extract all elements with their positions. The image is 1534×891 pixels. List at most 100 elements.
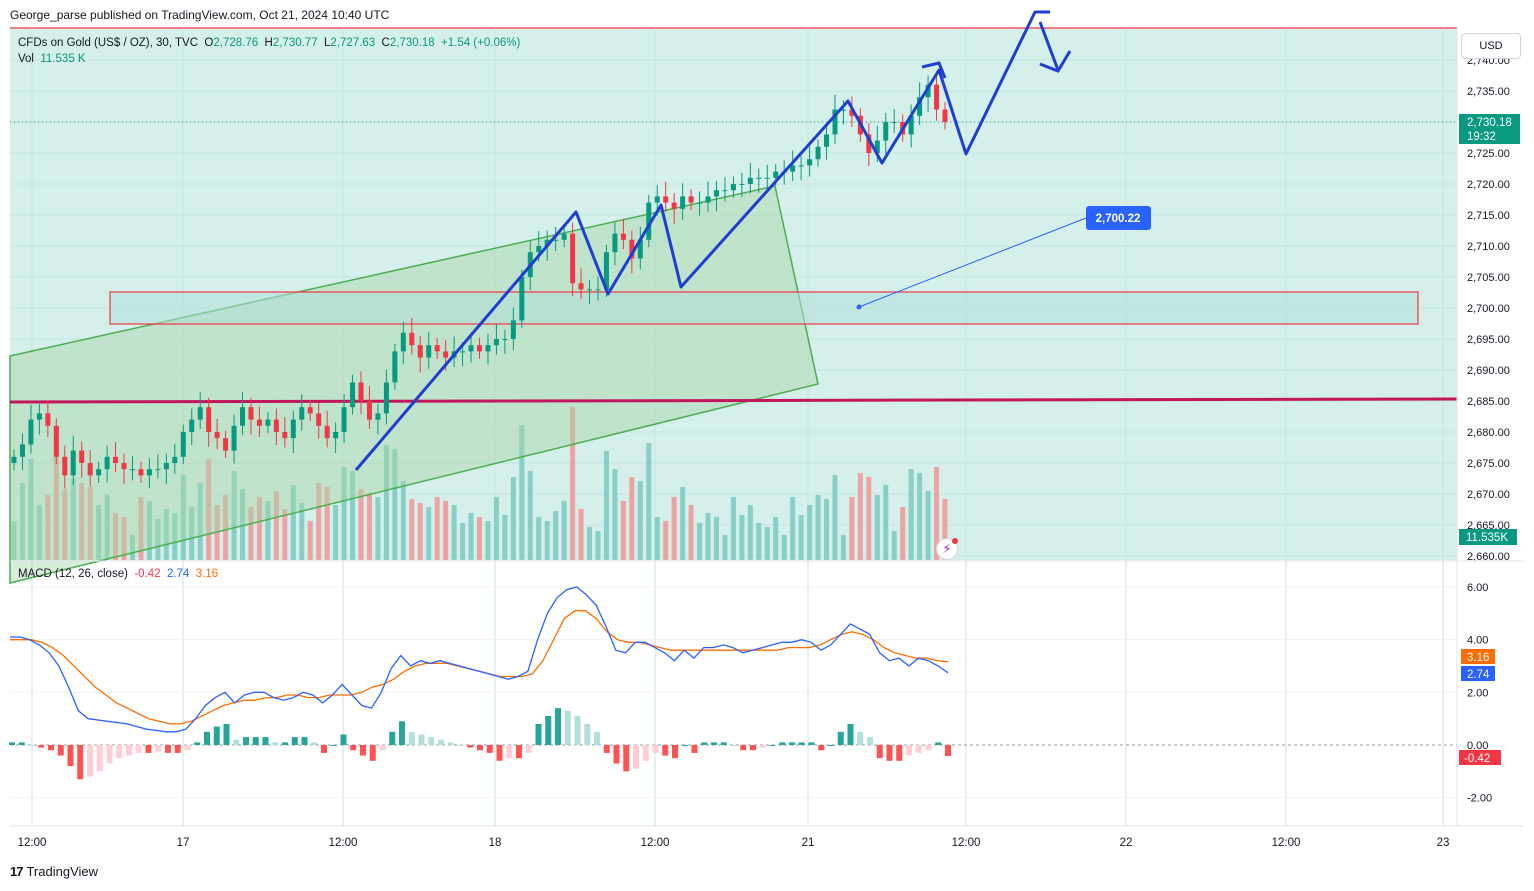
candle-body: [248, 407, 254, 420]
price-tick-label: 2,685.00: [1467, 396, 1510, 408]
candle-body: [790, 165, 796, 172]
macd-hist-bar: [652, 745, 659, 753]
volume-bar: [756, 523, 762, 560]
price-tick-label: 2,675.00: [1467, 458, 1510, 470]
flash-icon[interactable]: ⚡: [936, 538, 958, 560]
price-tick-label: 2,720.00: [1467, 179, 1510, 191]
volume-bar: [553, 511, 559, 560]
volume-bar: [324, 487, 330, 560]
volume-bar: [79, 483, 85, 560]
volume-bar: [316, 483, 322, 560]
volume-bar: [587, 527, 593, 560]
volume-bar: [231, 471, 237, 560]
annotation-badge[interactable]: [1086, 206, 1151, 230]
candle-body: [231, 425, 237, 451]
candle-body: [934, 84, 940, 110]
price-tick-label: 2,660.00: [1467, 551, 1510, 563]
candle-body: [400, 332, 406, 352]
macd-hist-bar: [613, 745, 620, 764]
candle-body: [460, 351, 466, 353]
candle-body: [688, 196, 694, 203]
candle-body: [282, 432, 288, 439]
volume-bar: [163, 509, 169, 560]
volume-bar: [891, 531, 897, 560]
candle-body: [646, 202, 652, 240]
macd-hist-bar: [915, 745, 922, 753]
close-value: 2,730.18: [389, 37, 435, 49]
time-tick-label: 12:00: [641, 837, 670, 849]
macd-hist-bar: [9, 742, 15, 745]
price-tick-label: 2,670.00: [1467, 489, 1510, 501]
time-tick-label: 12:00: [329, 837, 358, 849]
time-axis[interactable]: 12:00 17 12:00 18 12:00 21 12:00 22 12:00 23: [18, 837, 1450, 849]
candle-body: [570, 233, 576, 284]
candle-body: [908, 115, 914, 135]
currency-selector[interactable]: USD: [1461, 33, 1521, 59]
volume-bar: [917, 473, 923, 560]
candle-body: [36, 413, 42, 420]
macd-hist-bar: [467, 745, 474, 748]
zigzag-projection[interactable]: [354, 10, 1050, 471]
macd-hist-bar: [213, 726, 220, 745]
support-zone-rect[interactable]: [109, 291, 1419, 325]
signal-label-value: 3.16: [1467, 652, 1489, 664]
volume-bar: [443, 501, 449, 560]
macd-hist-bar: [564, 710, 571, 745]
volume-bar: [70, 479, 76, 560]
volume-bar: [849, 497, 855, 560]
volume-bar: [28, 459, 34, 560]
candle-body: [324, 425, 330, 439]
candle-body: [443, 351, 449, 358]
macd-hist-bar: [321, 745, 327, 753]
high-label: H: [264, 37, 273, 49]
candle-body: [333, 432, 339, 439]
volume-bar: [747, 505, 753, 560]
volume-bar: [773, 517, 779, 560]
volume-label: Vol: [18, 53, 34, 65]
change-value: +1.54 (+0.06%): [441, 37, 521, 49]
macd-hist-bar: [506, 745, 513, 759]
candle-body: [510, 320, 516, 339]
candle-body: [197, 407, 203, 420]
price-tick-label: 2,715.00: [1467, 210, 1510, 222]
macd-axis[interactable]: 6.00 4.00 2.00 0.00 -2.00: [1467, 582, 1492, 805]
macd-hist-bar: [837, 731, 844, 745]
volume-bar: [53, 457, 59, 560]
candle-body: [256, 419, 262, 426]
candle-body: [671, 202, 677, 209]
footer-brand[interactable]: 17 TradingView: [10, 864, 98, 879]
hist-label-bg: [1459, 750, 1501, 765]
candle-body: [62, 456, 68, 476]
volume-bar: [265, 501, 271, 560]
ascending-channel[interactable]: [9, 185, 819, 584]
macd-hist-bar: [516, 745, 522, 759]
publish-header: George_parse published on TradingView.co…: [10, 8, 390, 22]
macd-hist-bar: [233, 739, 240, 745]
macd-hist-bar: [857, 731, 864, 745]
high-value: 2,730.77: [272, 37, 318, 49]
macd-hist-bar: [740, 745, 747, 751]
macd-hist-bar: [135, 745, 142, 753]
candle-body: [925, 84, 931, 98]
annotation-point[interactable]: [856, 304, 862, 310]
candle-body: [163, 463, 169, 470]
low-label: L: [323, 37, 331, 49]
candle-body: [544, 239, 550, 246]
macd-hist-bar: [818, 745, 825, 751]
volume-bar: [451, 505, 457, 560]
macd-hist-bar: [759, 745, 766, 748]
time-tick-label: 21: [802, 837, 815, 849]
candle-body: [426, 345, 432, 358]
volume-bar: [824, 499, 830, 560]
macd-hist-bar: [457, 745, 464, 746]
volume-bar: [341, 467, 347, 560]
volume-bar: [477, 517, 482, 560]
volume-bar: [705, 513, 711, 560]
time-tick-label: 22: [1120, 837, 1133, 849]
macd-value: 2.74: [166, 568, 190, 580]
volume-bar: [536, 517, 542, 560]
macd-hist-bar: [38, 745, 45, 748]
tradingview-logo-icon: 17: [10, 864, 24, 879]
macd-hist-bar: [28, 745, 35, 746]
